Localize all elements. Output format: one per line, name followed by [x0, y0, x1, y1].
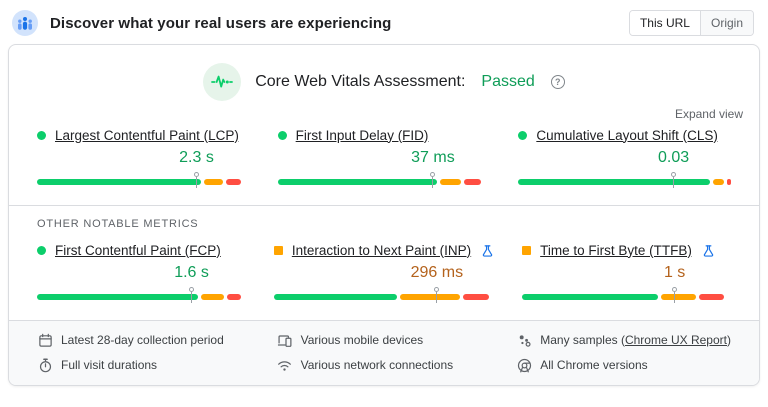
distribution-seg-good [37, 179, 201, 185]
metric-status-dot [273, 245, 283, 255]
footer-item-label: Latest 28-day collection period [61, 333, 224, 347]
url-origin-toggle: This URL Origin [628, 10, 754, 36]
cwv-assessment-row: Core Web Vitals Assessment: Passed ? [9, 45, 759, 101]
metric-distribution-bar [522, 294, 731, 300]
percentile-marker [429, 172, 436, 188]
distribution-seg-ni [200, 294, 224, 300]
footer-item: Latest 28-day collection period [37, 332, 249, 348]
other-metrics-grid: First Contentful Paint (FCP) 1.6 s Inter… [9, 240, 759, 308]
distribution-seg-poor [699, 294, 725, 300]
chrome-icon [516, 357, 532, 373]
assessment-label: Core Web Vitals Assessment: [255, 73, 466, 90]
distribution-seg-ni [400, 294, 460, 300]
real-users-audience-icon [12, 10, 38, 36]
experimental-flask-icon [703, 244, 714, 257]
footer-item-label: Various network connections [300, 358, 454, 372]
metric-status-dot [518, 130, 528, 140]
metric-name-link[interactable]: First Contentful Paint (FCP) [55, 242, 221, 258]
footer-column: Many samples (Chrome UX Report) All Chrom… [516, 332, 731, 373]
stopwatch-icon [37, 357, 53, 373]
percentile-marker [193, 172, 200, 188]
percentile-marker [670, 172, 677, 188]
footer-column: Various mobile devices Various network co… [277, 332, 489, 373]
metric-block: Cumulative Layout Shift (CLS) 0.03 [518, 125, 731, 193]
metric-distribution-bar [277, 179, 491, 185]
chrome-ux-report-link[interactable]: Chrome UX Report [624, 333, 727, 347]
calendar-icon [37, 332, 53, 348]
distribution-seg-ni [713, 179, 724, 185]
distribution-seg-ni [660, 294, 697, 300]
distribution-seg-good [522, 294, 658, 300]
metric-value: 296 ms [410, 264, 464, 281]
metric-name-link[interactable]: Time to First Byte (TTFB) [540, 242, 692, 258]
other-metrics-heading: OTHER NOTABLE METRICS [37, 218, 199, 230]
metric-block: First Input Delay (FID) 37 ms [277, 125, 491, 193]
metric-value: 0.03 [658, 149, 690, 166]
distribution-seg-ni [203, 179, 223, 185]
page-title: Discover what your real users are experi… [50, 14, 392, 32]
distribution-seg-poor [462, 294, 490, 300]
toggle-origin-button[interactable]: Origin [699, 11, 753, 35]
footer-item-label: All Chrome versions [540, 358, 648, 372]
metric-block: Largest Contentful Paint (LCP) 2.3 s [37, 125, 250, 193]
distribution-seg-poor [225, 179, 241, 185]
distribution-seg-ni [440, 179, 462, 185]
footer-item: Many samples (Chrome UX Report) [516, 332, 731, 348]
distribution-seg-poor [464, 179, 482, 185]
core-metrics-grid: Largest Contentful Paint (LCP) 2.3 s Fir… [9, 125, 759, 193]
assessment-status: Passed [481, 73, 535, 90]
metric-status-dot [37, 245, 46, 255]
metric-value: 1.6 s [174, 264, 209, 281]
metric-status-dot [277, 130, 287, 140]
footer-item: Various network connections [277, 357, 489, 373]
metric-block: First Contentful Paint (FCP) 1.6 s [37, 240, 246, 308]
metric-value: 2.3 s [179, 149, 214, 166]
metric-value: 37 ms [411, 149, 455, 166]
distribution-seg-poor [226, 294, 242, 300]
pulse-icon [203, 63, 242, 101]
footer-item: Full visit durations [37, 357, 249, 373]
metric-name-link[interactable]: Interaction to Next Paint (INP) [291, 242, 472, 258]
devices-icon [277, 332, 293, 348]
collection-info-footer: Latest 28-day collection period Full visi… [9, 320, 759, 385]
experimental-flask-icon [482, 244, 493, 257]
distribution-seg-good [518, 179, 711, 185]
metric-name-link[interactable]: Cumulative Layout Shift (CLS) [536, 127, 718, 143]
metric-block: Time to First Byte (TTFB) 1 s [522, 240, 731, 308]
toggle-this-url-button[interactable]: This URL [629, 11, 700, 35]
expand-view-link[interactable]: Expand view [674, 107, 743, 121]
percentile-marker [188, 287, 195, 303]
footer-item-label: Full visit durations [61, 358, 158, 372]
metric-distribution-bar [273, 294, 494, 300]
metric-status-dot [522, 245, 532, 255]
field-data-card: Core Web Vitals Assessment: Passed ? Exp… [8, 44, 760, 386]
footer-item-label: Many samples (Chrome UX Report) [540, 333, 731, 347]
metric-distribution-bar [37, 179, 250, 185]
metric-name-link[interactable]: Largest Contentful Paint (LCP) [55, 127, 239, 143]
samples-icon [516, 332, 532, 348]
footer-column: Latest 28-day collection period Full visi… [37, 332, 249, 373]
metric-distribution-bar [518, 179, 731, 185]
distribution-seg-good [277, 179, 438, 185]
metric-distribution-bar [37, 294, 246, 300]
footer-item: All Chrome versions [516, 357, 731, 373]
wifi-icon [277, 357, 293, 373]
help-icon[interactable]: ? [550, 75, 565, 89]
metric-value: 1 s [663, 264, 686, 281]
section-divider [9, 205, 759, 206]
footer-item-label: Various mobile devices [300, 333, 424, 347]
distribution-seg-good [37, 294, 198, 300]
field-data-header: Discover what your real users are experi… [0, 0, 768, 44]
metric-block: Interaction to Next Paint (INP) 296 ms [273, 240, 494, 308]
footer-item: Various mobile devices [277, 332, 489, 348]
percentile-marker [433, 287, 440, 303]
distribution-seg-poor [726, 179, 731, 185]
distribution-seg-good [273, 294, 398, 300]
percentile-marker [671, 287, 678, 303]
metric-name-link[interactable]: First Input Delay (FID) [295, 127, 429, 143]
metric-status-dot [37, 130, 46, 140]
